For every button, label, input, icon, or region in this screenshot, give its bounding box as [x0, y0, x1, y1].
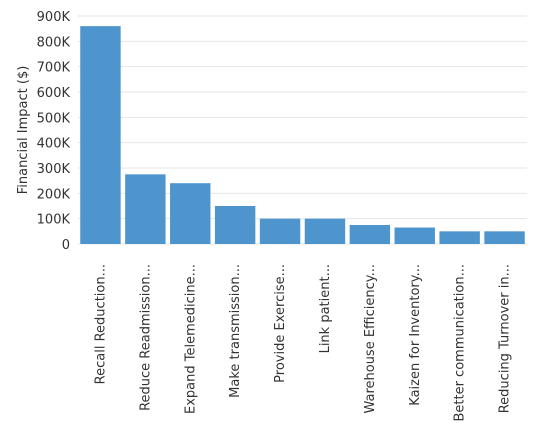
y-tick-label: 700K	[37, 61, 71, 76]
x-tick-label: Link patient...	[318, 264, 333, 353]
bar[interactable]	[394, 227, 435, 244]
y-tick-label: 600K	[37, 86, 71, 101]
y-tick-label: 400K	[37, 137, 71, 152]
x-tick-label: Reduce Readmission...	[138, 264, 153, 411]
x-tick-label: Reducing Turnover in...	[498, 264, 513, 413]
bar[interactable]	[484, 231, 525, 244]
bar[interactable]	[80, 26, 121, 245]
x-tick-label: Make transmission...	[228, 264, 243, 398]
x-tick-label: Provide Exercise...	[273, 264, 288, 383]
bar[interactable]	[259, 218, 301, 244]
y-axis-title: Financial Impact ($)	[16, 66, 31, 195]
x-tick-label: Kaizen for Inventory...	[408, 264, 423, 406]
bar[interactable]	[125, 174, 166, 244]
y-tick-label: 800K	[37, 35, 71, 50]
bar[interactable]	[170, 183, 211, 244]
bars-group	[80, 26, 525, 245]
y-tick-label: 300K	[37, 162, 71, 177]
y-tick-label: 500K	[37, 111, 71, 126]
x-tick-label: Expand Telemedicine...	[183, 264, 198, 414]
y-tick-label: 200K	[37, 187, 71, 202]
x-axis-ticks: Recall Reduction... Reduce Readmission...…	[93, 264, 512, 422]
y-tick-label: 100K	[37, 213, 71, 228]
y-tick-label: 0	[62, 238, 70, 253]
y-tick-label: 900K	[37, 10, 71, 25]
y-axis-ticks: 0 100K 200K 300K 400K 500K 600K 700K 800K 900K	[37, 10, 71, 253]
bar[interactable]	[214, 206, 256, 244]
bar[interactable]	[439, 231, 480, 244]
x-tick-label: Warehouse Efficiency...	[363, 264, 378, 414]
bar[interactable]	[304, 218, 346, 244]
x-tick-label: Recall Reduction...	[93, 264, 108, 384]
x-tick-label: Better communication...	[453, 264, 468, 422]
bar[interactable]	[349, 225, 391, 244]
